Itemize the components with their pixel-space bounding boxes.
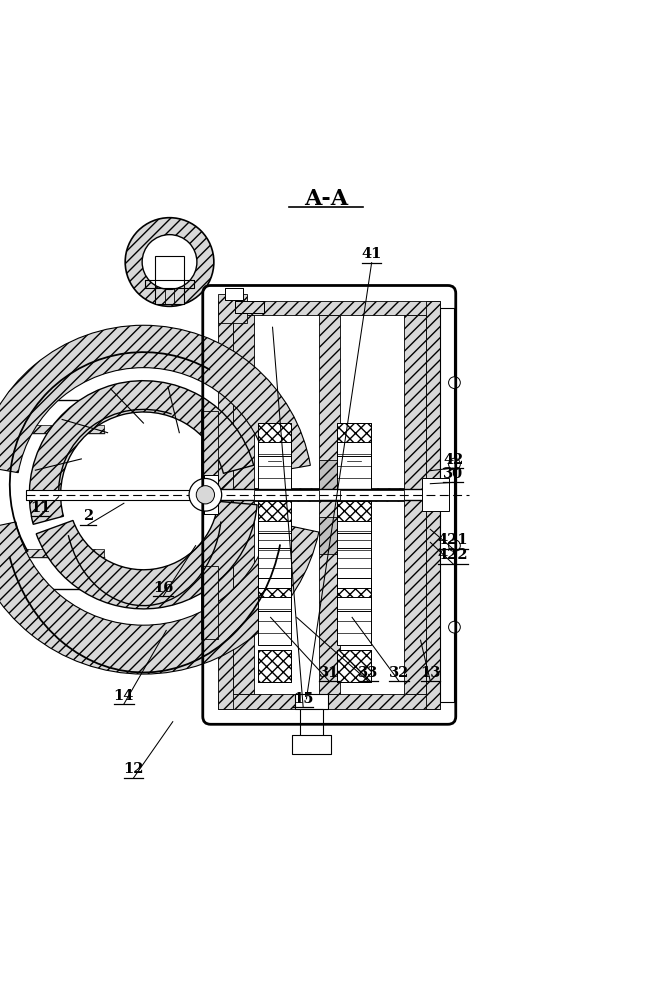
Bar <box>258 442 291 491</box>
Circle shape <box>142 235 197 289</box>
Bar <box>258 597 291 645</box>
Text: 30: 30 <box>443 467 463 481</box>
Text: 16: 16 <box>153 581 173 595</box>
Circle shape <box>449 458 460 470</box>
Text: 13: 13 <box>420 666 441 680</box>
Bar <box>319 517 340 554</box>
Text: 41: 41 <box>361 247 382 261</box>
Bar <box>26 490 218 500</box>
Bar <box>422 478 449 511</box>
Bar <box>204 475 218 514</box>
Bar <box>337 521 371 560</box>
Bar <box>318 709 323 738</box>
Bar <box>218 694 440 709</box>
Bar <box>218 301 440 315</box>
Bar <box>340 490 404 500</box>
Bar <box>337 423 371 456</box>
Bar <box>225 288 243 300</box>
Text: 15: 15 <box>293 692 314 706</box>
Bar <box>26 495 218 500</box>
Bar <box>145 280 194 288</box>
Bar <box>300 709 305 738</box>
Bar <box>254 488 404 501</box>
Bar <box>258 501 291 533</box>
Bar <box>319 315 340 694</box>
Wedge shape <box>29 381 254 524</box>
Text: 422: 422 <box>438 548 468 562</box>
Circle shape <box>125 218 214 306</box>
Bar <box>292 735 331 754</box>
Bar <box>337 597 371 645</box>
Bar <box>429 485 441 505</box>
Bar <box>440 308 454 702</box>
Wedge shape <box>37 501 257 609</box>
Bar <box>258 423 291 456</box>
Wedge shape <box>0 522 319 674</box>
Bar <box>218 301 233 709</box>
Circle shape <box>189 478 222 511</box>
Text: 14: 14 <box>113 689 134 703</box>
Bar <box>204 475 218 514</box>
Bar <box>337 501 371 533</box>
Text: A-A: A-A <box>304 188 348 210</box>
Bar <box>201 566 218 639</box>
Circle shape <box>449 540 460 552</box>
Bar <box>258 423 291 456</box>
Bar <box>258 521 291 560</box>
Bar <box>337 578 371 611</box>
Bar <box>337 578 371 611</box>
Bar <box>258 650 291 682</box>
Bar <box>235 301 264 313</box>
Circle shape <box>449 621 460 633</box>
Bar <box>337 548 371 588</box>
Bar <box>258 548 291 588</box>
Bar <box>26 425 104 433</box>
Bar <box>258 578 291 611</box>
Bar <box>201 411 218 485</box>
Text: 42: 42 <box>443 453 464 467</box>
Bar <box>225 288 243 300</box>
Bar <box>174 256 184 304</box>
Bar <box>440 456 452 554</box>
Wedge shape <box>0 325 310 473</box>
Bar <box>145 280 194 288</box>
Bar <box>254 490 319 500</box>
Bar <box>300 709 323 738</box>
Bar <box>292 735 331 754</box>
Bar <box>26 549 104 557</box>
Bar <box>337 650 371 682</box>
Bar <box>337 650 371 682</box>
Bar <box>426 301 440 709</box>
Bar <box>212 489 450 500</box>
Bar <box>440 456 452 554</box>
Bar <box>258 501 291 533</box>
Bar <box>337 423 371 456</box>
Bar <box>295 694 328 709</box>
Bar <box>218 294 247 323</box>
Bar <box>235 301 264 313</box>
Circle shape <box>449 377 460 389</box>
Bar <box>258 578 291 611</box>
Bar <box>295 694 328 709</box>
Text: 33: 33 <box>358 666 379 680</box>
Bar <box>258 650 291 682</box>
Text: 12: 12 <box>123 762 144 776</box>
Text: 421: 421 <box>438 533 468 547</box>
Bar <box>337 442 371 491</box>
Text: 2: 2 <box>83 509 93 523</box>
Bar <box>319 460 340 497</box>
Bar <box>337 501 371 533</box>
Bar <box>218 301 440 709</box>
Bar <box>440 308 454 702</box>
Bar <box>155 256 184 304</box>
Bar <box>155 256 165 304</box>
Bar <box>404 315 426 694</box>
Text: 11: 11 <box>30 501 51 515</box>
Bar <box>233 315 254 694</box>
Text: 32: 32 <box>389 666 409 680</box>
Text: 31: 31 <box>319 666 340 680</box>
Circle shape <box>196 486 215 504</box>
